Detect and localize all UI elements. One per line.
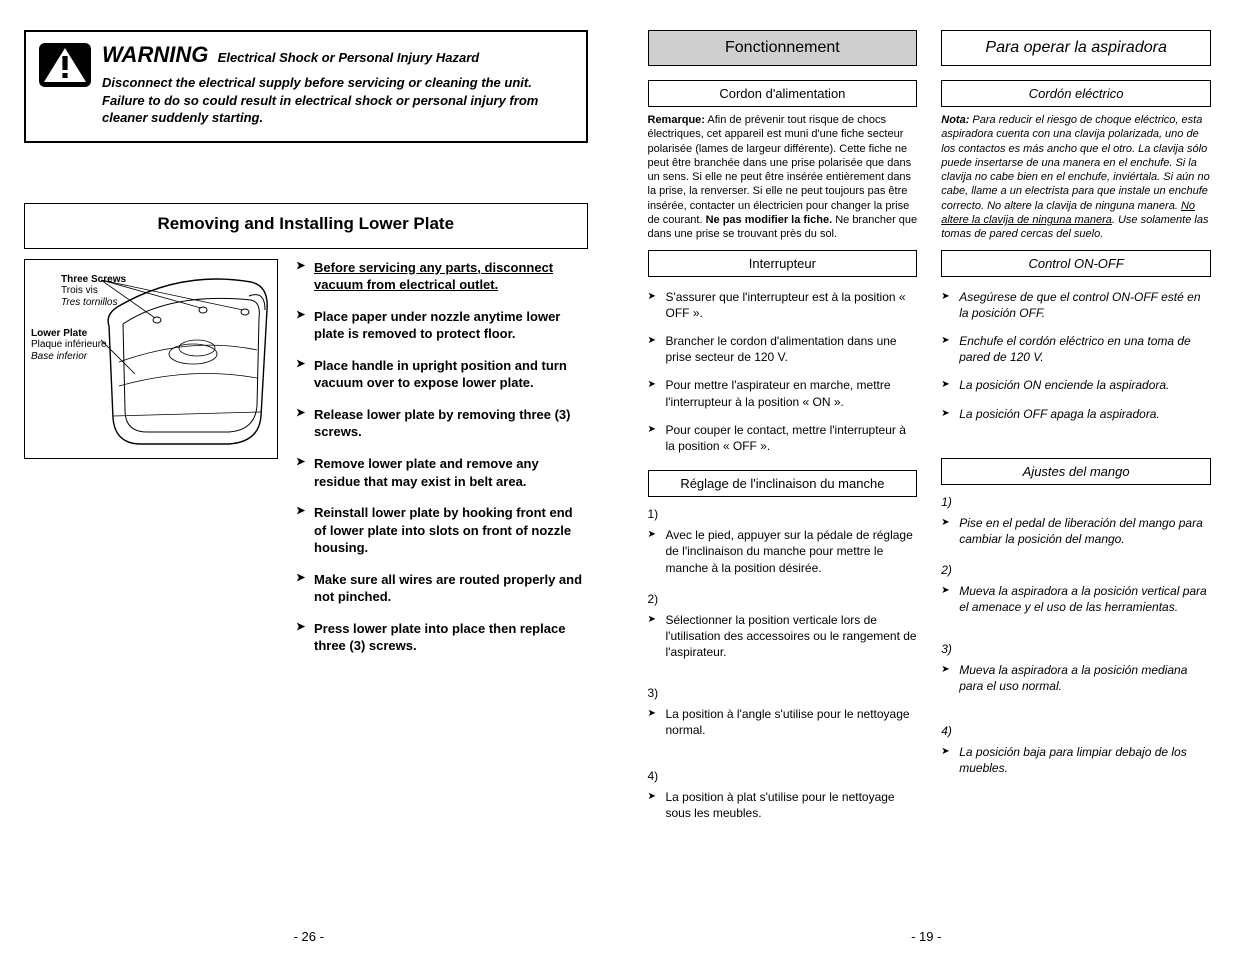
fr-handle-l2: Sélectionner la position verticale lors … <box>648 606 918 673</box>
french-column: Fonctionnement Cordon d'alimentation Rem… <box>648 30 918 944</box>
step-4: Release lower plate by removing three (3… <box>296 406 588 441</box>
fr-handle-1: Avec le pied, appuyer sur la pédale de r… <box>648 527 918 576</box>
fr-cord-bold2: Ne pas modifier la fiche. <box>706 214 833 226</box>
diagram-box: Three Screws Trois vis Tres tornillos Lo… <box>24 259 278 459</box>
warning-body: Disconnect the electrical supply before … <box>102 74 574 127</box>
fr-num-4: 4) <box>648 769 918 783</box>
fr-handle-4: La position à plat s'utilise pour le net… <box>648 789 918 821</box>
es-handle-1: Pise en el pedal de liberación del mango… <box>941 515 1211 547</box>
page-container: WARNING Electrical Shock or Personal Inj… <box>0 0 1235 954</box>
lower-plate-steps: Before servicing any parts, disconnect v… <box>296 259 588 669</box>
fr-handle-l1: Avec le pied, appuyer sur la pédale de r… <box>648 521 918 588</box>
es-handle-l4: La posición baja para limpiar debajo de … <box>941 738 1211 788</box>
plate-es: Base inferior <box>31 351 87 362</box>
es-cord-body: Nota: Para reducir el riesgo de choque e… <box>941 113 1211 242</box>
es-switch-3: La posición ON enciende la aspiradora. <box>941 377 1211 393</box>
right-page-number: - 19 - <box>618 929 1235 944</box>
fr-switch-list: S'assurer que l'interrupteur est à la po… <box>648 283 918 467</box>
fr-cord-body: Remarque: Afin de prévenir tout risque d… <box>648 113 918 242</box>
fr-cord-text1: Afin de prévenir tout risque de chocs él… <box>648 114 912 226</box>
fr-handle-l3: La position à l'angle s'utilise pour le … <box>648 700 918 750</box>
es-cord-header: Cordón eléctrico <box>941 80 1211 107</box>
step-1-text: Before servicing any parts, disconnect v… <box>314 260 553 293</box>
warning-triangle-icon <box>38 42 92 88</box>
plate-fr: Plaque inférieure <box>31 339 107 350</box>
es-handle-2: Mueva la aspiradora a la posición vertic… <box>941 583 1211 615</box>
warning-heading: WARNING Electrical Shock or Personal Inj… <box>102 42 574 68</box>
es-handle-l3: Mueva la aspiradora a la posición median… <box>941 656 1211 706</box>
lower-plate-heading-box: Removing and Installing Lower Plate <box>24 203 588 249</box>
left-page-number: - 26 - <box>0 929 618 944</box>
step-6: Reinstall lower plate by hooking front e… <box>296 504 588 557</box>
es-switch-list: Asegúrese de que el control ON-OFF esté … <box>941 283 1211 434</box>
es-num-1: 1) <box>941 495 1211 509</box>
es-handle-l2: Mueva la aspiradora a la posición vertic… <box>941 577 1211 627</box>
plate-en: Lower Plate <box>31 328 87 339</box>
es-switch-4: La posición OFF apaga la aspiradora. <box>941 406 1211 422</box>
es-switch-1: Asegúrese de que el control ON-OFF esté … <box>941 289 1211 321</box>
es-switch-2: Enchufe el cordón eléctrico en una toma … <box>941 333 1211 365</box>
fr-switch-3: Pour mettre l'aspirateur en marche, mett… <box>648 377 918 409</box>
warning-title: WARNING <box>102 42 208 67</box>
es-num-4: 4) <box>941 724 1211 738</box>
es-handle-3: Mueva la aspiradora a la posición median… <box>941 662 1211 694</box>
fr-handle-2: Sélectionner la position verticale lors … <box>648 612 918 661</box>
step-5: Remove lower plate and remove any residu… <box>296 455 588 490</box>
fr-handle-3: La position à l'angle s'utilise pour le … <box>648 706 918 738</box>
es-cord-text1: Para reducir el riesgo de choque eléctri… <box>941 114 1209 212</box>
screws-fr: Trois vis <box>61 285 98 296</box>
right-page: Fonctionnement Cordon d'alimentation Rem… <box>618 0 1235 954</box>
fr-switch-4: Pour couper le contact, mettre l'interru… <box>648 422 918 454</box>
fr-switch-2: Brancher le cordon d'alimentation dans u… <box>648 333 918 365</box>
vacuum-base-diagram <box>101 266 271 452</box>
fr-cord-header: Cordon d'alimentation <box>648 80 918 107</box>
fr-handle-header: Réglage de l'inclinaison du manche <box>648 470 918 497</box>
step-7: Make sure all wires are routed properly … <box>296 571 588 606</box>
fr-num-3: 3) <box>648 686 918 700</box>
warning-subtitle: Electrical Shock or Personal Injury Haza… <box>218 50 480 65</box>
step-3: Place handle in upright position and tur… <box>296 357 588 392</box>
diagram-label-plate: Lower Plate Plaque inférieure Base infer… <box>31 328 107 363</box>
fr-switch-header: Interrupteur <box>648 250 918 277</box>
es-num-3: 3) <box>941 642 1211 656</box>
fr-switch-1: S'assurer que l'interrupteur est à la po… <box>648 289 918 321</box>
fr-cord-label: Remarque: <box>648 114 705 126</box>
step-1: Before servicing any parts, disconnect v… <box>296 259 588 294</box>
es-cord-label: Nota: <box>941 114 969 126</box>
es-switch-header: Control ON-OFF <box>941 250 1211 277</box>
es-title: Para operar la aspiradora <box>941 30 1211 66</box>
lower-plate-title: Removing and Installing Lower Plate <box>25 214 587 234</box>
es-handle-l1: Pise en el pedal de liberación del mango… <box>941 509 1211 559</box>
step-8: Press lower plate into place then replac… <box>296 620 588 655</box>
es-handle-header: Ajustes del mango <box>941 458 1211 485</box>
step-2: Place paper under nozzle anytime lower p… <box>296 308 588 343</box>
warning-box: WARNING Electrical Shock or Personal Inj… <box>24 30 588 143</box>
warning-text: WARNING Electrical Shock or Personal Inj… <box>102 42 574 127</box>
es-num-2: 2) <box>941 563 1211 577</box>
fr-handle-l4: La position à plat s'utilise pour le net… <box>648 783 918 833</box>
fr-num-1: 1) <box>648 507 918 521</box>
fr-num-2: 2) <box>648 592 918 606</box>
fr-title: Fonctionnement <box>648 30 918 66</box>
es-handle-4: La posición baja para limpiar debajo de … <box>941 744 1211 776</box>
left-page: WARNING Electrical Shock or Personal Inj… <box>0 0 618 954</box>
lower-plate-content: Three Screws Trois vis Tres tornillos Lo… <box>24 259 588 669</box>
spanish-column: Para operar la aspiradora Cordón eléctri… <box>941 30 1211 944</box>
